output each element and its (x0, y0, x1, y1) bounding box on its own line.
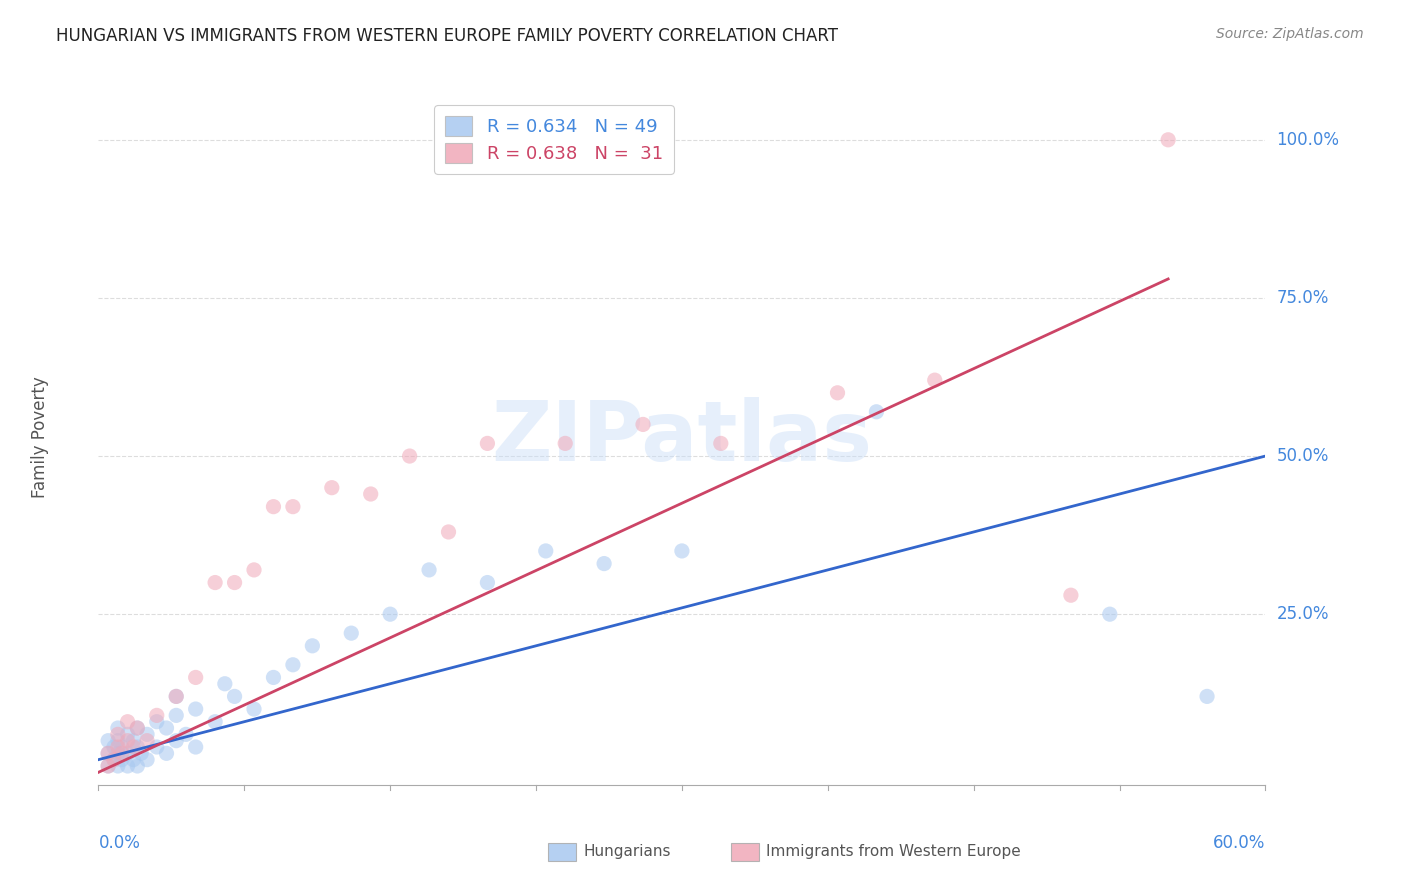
Point (321, 481, 343, 495)
Point (418, 563, 440, 577)
Point (710, 436, 733, 450)
Point (398, 449, 420, 463)
Point (437, 524, 460, 539)
Point (165, 690, 187, 704)
Point (827, 385, 849, 400)
Point (243, 702, 266, 716)
Text: 25.0%: 25.0% (1277, 605, 1329, 624)
Point (262, 500, 284, 514)
Point (155, 747, 177, 761)
Point (360, 487, 382, 501)
Point (122, 753, 145, 767)
Point (224, 690, 246, 704)
Point (97, 747, 120, 761)
Text: 50.0%: 50.0% (1277, 447, 1329, 465)
Point (111, 753, 134, 767)
Point (1195, 690, 1218, 704)
Point (477, 436, 499, 450)
Point (103, 739, 125, 754)
Point (107, 739, 129, 754)
Point (146, 714, 169, 729)
Text: 0.0%: 0.0% (98, 834, 141, 852)
Point (127, 721, 149, 735)
Point (107, 759, 129, 773)
Text: HUNGARIAN VS IMMIGRANTS FROM WESTERN EUROPE FAMILY POVERTY CORRELATION CHART: HUNGARIAN VS IMMIGRANTS FROM WESTERN EUR… (56, 27, 838, 45)
Point (204, 575, 226, 590)
Point (103, 753, 125, 767)
Point (107, 733, 129, 747)
Point (111, 747, 134, 761)
Point (117, 714, 139, 729)
Point (107, 721, 129, 735)
Point (122, 733, 145, 747)
Point (184, 702, 207, 716)
Point (107, 727, 129, 741)
Legend: R = 0.634   N = 49, R = 0.638   N =  31: R = 0.634 N = 49, R = 0.638 N = 31 (434, 105, 673, 174)
Point (340, 626, 363, 640)
Point (127, 739, 149, 754)
Point (184, 739, 207, 754)
Point (146, 708, 169, 723)
Point (111, 739, 134, 754)
Point (204, 714, 226, 729)
Point (243, 563, 266, 577)
Point (127, 721, 149, 735)
Text: Hungarians: Hungarians (583, 845, 671, 859)
Point (477, 575, 499, 590)
Point (554, 436, 576, 450)
Point (129, 747, 152, 761)
Point (671, 544, 693, 558)
Point (103, 753, 125, 767)
Point (117, 727, 139, 741)
Point (593, 557, 616, 571)
Point (127, 759, 149, 773)
Point (165, 708, 187, 723)
Text: Immigrants from Western Europe: Immigrants from Western Europe (766, 845, 1021, 859)
Point (865, 405, 887, 419)
Point (117, 747, 139, 761)
Point (165, 733, 187, 747)
Text: 75.0%: 75.0% (1277, 289, 1329, 307)
Point (924, 373, 946, 387)
Point (281, 657, 304, 672)
Point (631, 417, 654, 432)
Text: Family Poverty: Family Poverty (31, 376, 49, 498)
Point (1098, 607, 1121, 622)
Text: 100.0%: 100.0% (1277, 131, 1340, 149)
Point (117, 733, 139, 747)
Point (146, 739, 169, 754)
Point (117, 759, 139, 773)
Point (136, 727, 159, 741)
Point (1060, 588, 1083, 602)
Point (155, 721, 177, 735)
Point (184, 670, 207, 684)
Point (1157, 133, 1180, 147)
Point (534, 544, 557, 558)
Point (262, 670, 284, 684)
Point (301, 639, 323, 653)
Point (174, 727, 197, 741)
Point (165, 690, 187, 704)
Point (97, 747, 120, 761)
Point (224, 575, 246, 590)
Point (97, 759, 120, 773)
Text: Source: ZipAtlas.com: Source: ZipAtlas.com (1216, 27, 1364, 41)
Text: ZIPatlas: ZIPatlas (492, 397, 872, 477)
Point (107, 747, 129, 761)
Point (378, 607, 402, 622)
Point (122, 739, 145, 754)
Point (97, 733, 120, 747)
Point (136, 753, 159, 767)
Text: 60.0%: 60.0% (1213, 834, 1265, 852)
Point (281, 500, 304, 514)
Point (136, 733, 159, 747)
Point (214, 677, 236, 691)
Point (97, 759, 120, 773)
